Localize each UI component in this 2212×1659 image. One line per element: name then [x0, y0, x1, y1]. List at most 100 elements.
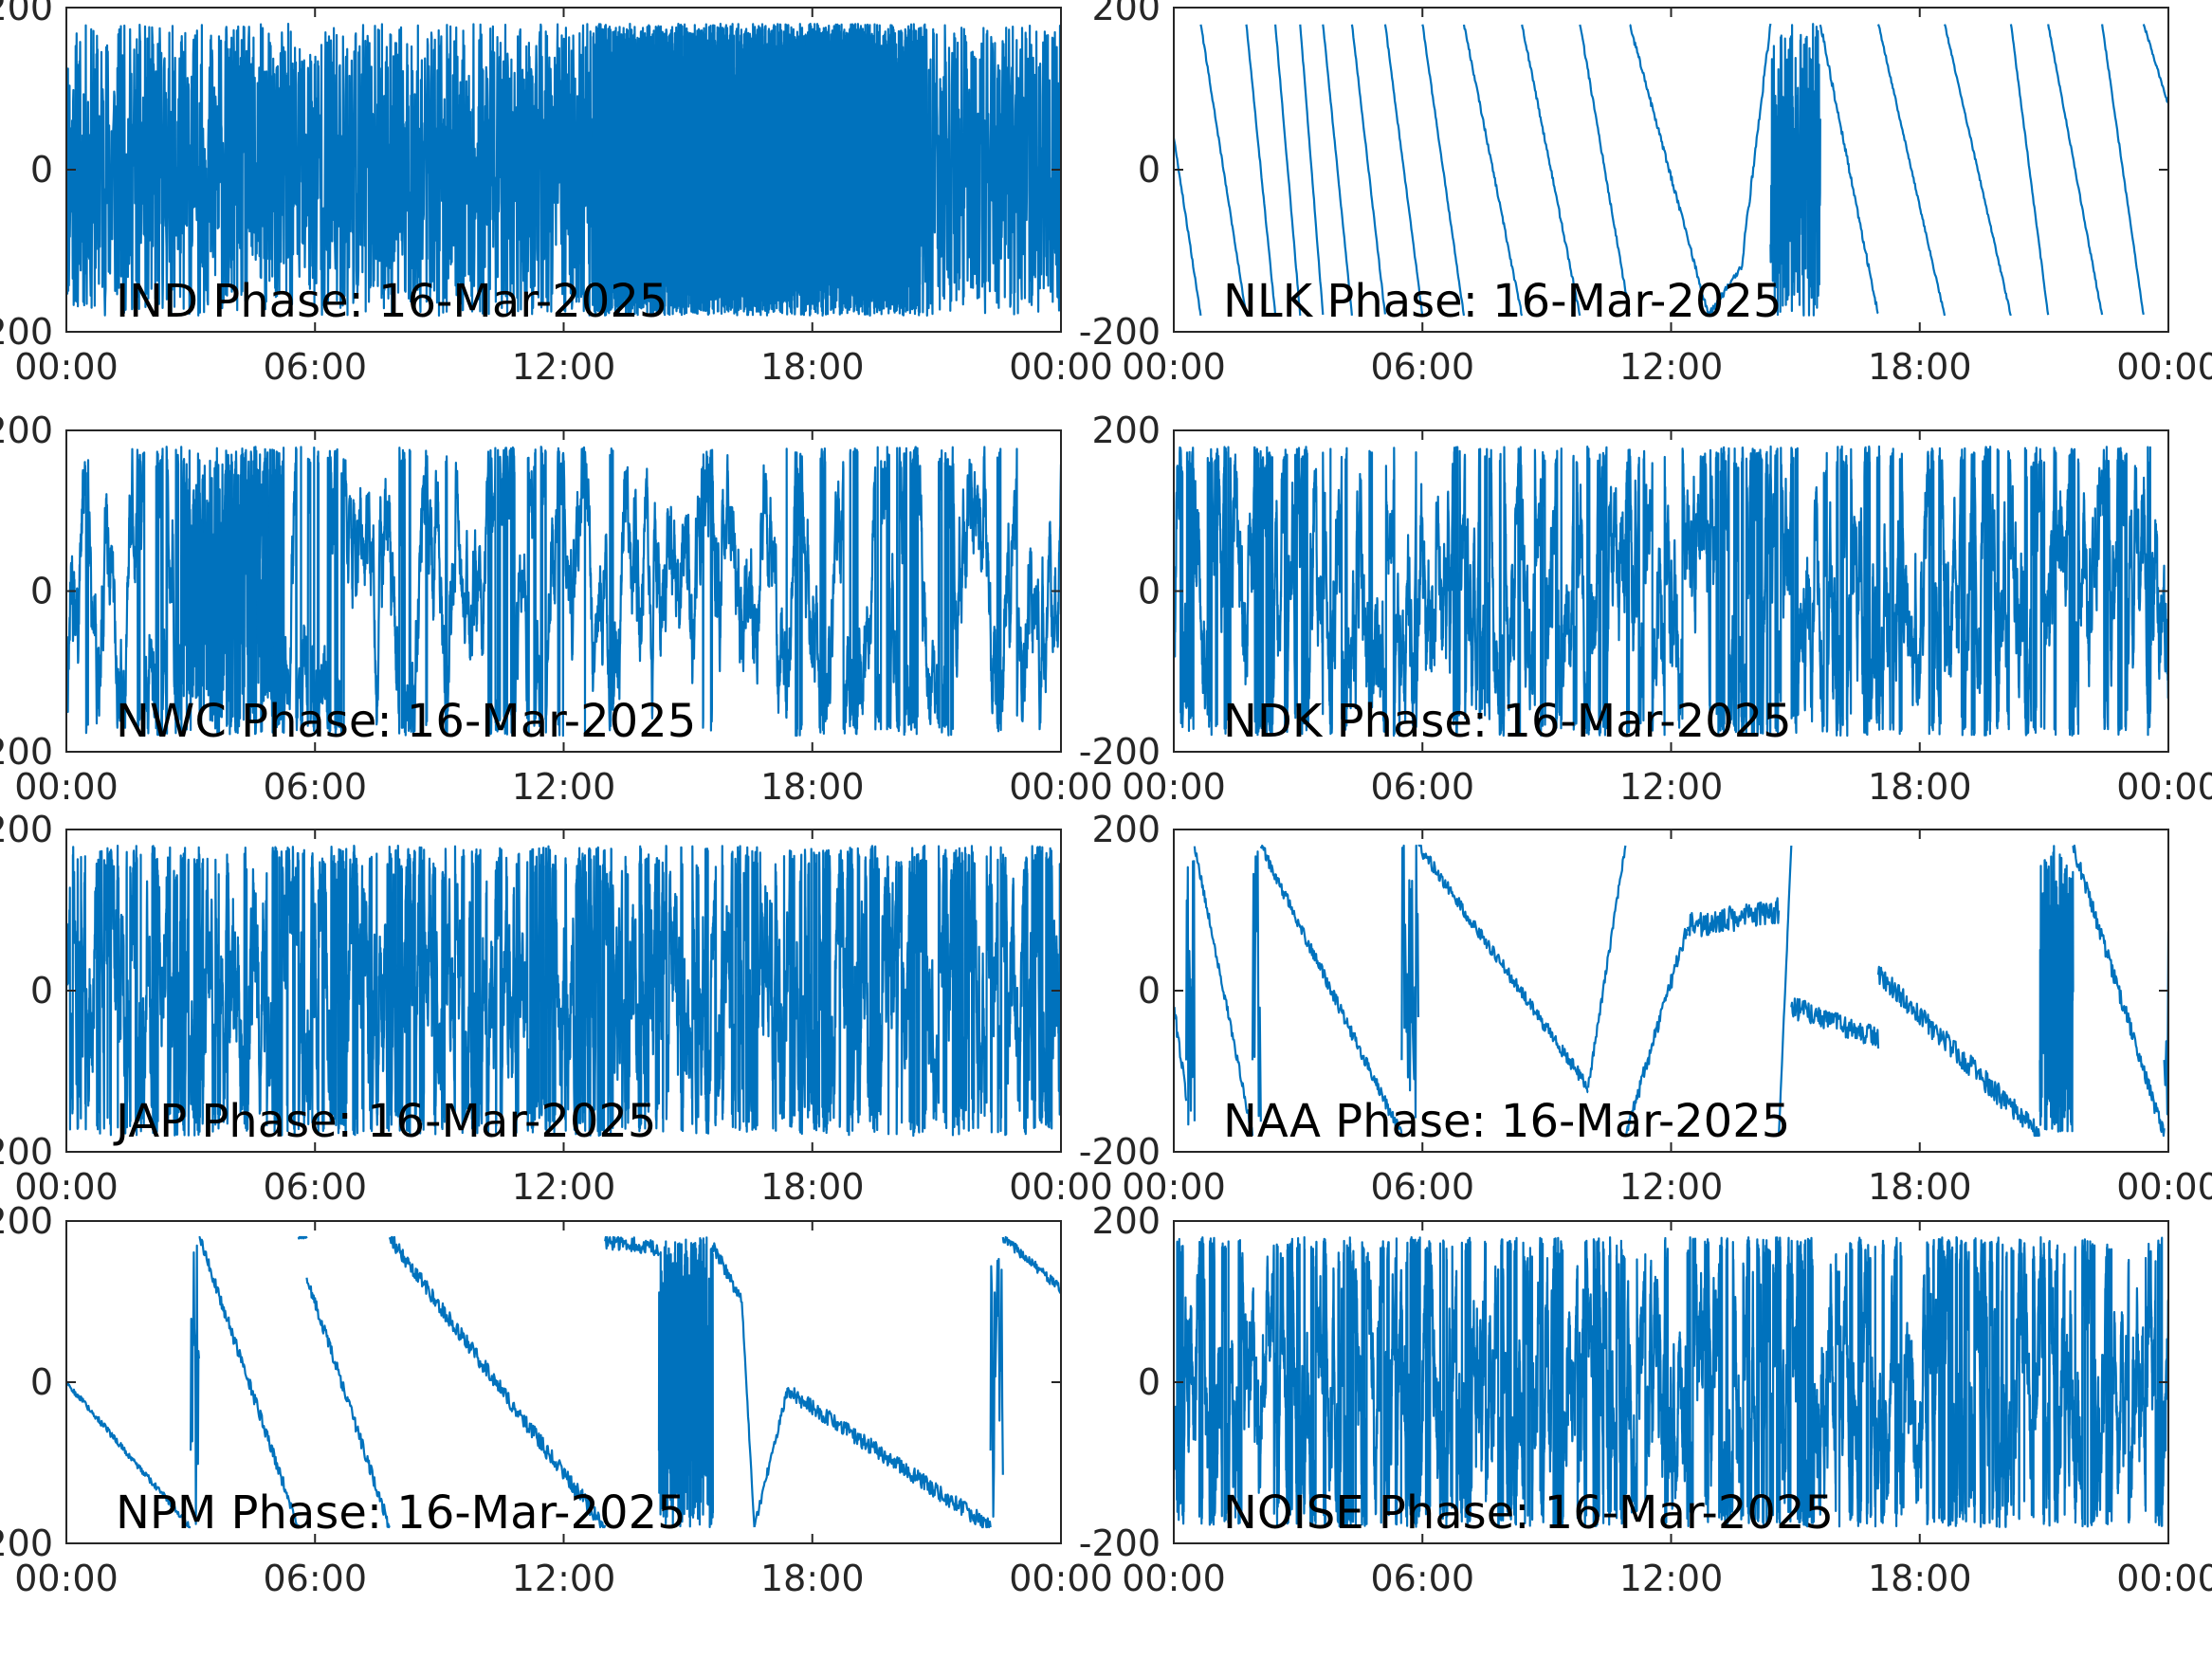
x-tick-label: 00:00: [2116, 1558, 2212, 1599]
x-tick-label: 00:00: [1122, 346, 1226, 388]
y-tick-label: -200: [1079, 311, 1161, 353]
x-tick-label: 18:00: [1868, 1166, 1972, 1208]
phase-trace-segment: [1185, 860, 1196, 1126]
trace-group: [1174, 1236, 2168, 1528]
panel-title: NLK Phase: 16-Mar-2025: [1223, 275, 1782, 328]
x-tick-label: 12:00: [1619, 346, 1724, 388]
phase-trace-segment: [786, 1387, 992, 1529]
phase-trace-segment: [1790, 997, 1880, 1049]
phase-trace-segment: [1251, 850, 1262, 1122]
x-tick-label: 00:00: [2116, 1166, 2212, 1208]
phase-trace-segment: [1193, 846, 1254, 1137]
phase-trace-segment: [1579, 24, 1631, 316]
phase-trace-segment: [711, 1242, 743, 1304]
panel-title: NAA Phase: 16-Mar-2025: [1223, 1095, 1790, 1148]
phase-trace-segment: [66, 845, 1061, 1138]
phase-trace-segment: [753, 1388, 789, 1528]
x-tick-label: 06:00: [263, 1166, 367, 1208]
phase-trace-segment: [989, 1257, 1004, 1518]
x-tick-label: 18:00: [760, 766, 865, 808]
x-tick-label: 12:00: [512, 1166, 616, 1208]
x-tick-label: 18:00: [1868, 1558, 1972, 1599]
x-tick-label: 12:00: [512, 1558, 616, 1599]
x-tick-label: 18:00: [760, 1558, 865, 1599]
x-tick-label: 18:00: [760, 1166, 865, 1208]
phase-trace-segment: [1707, 265, 1743, 317]
x-tick-label: 18:00: [1868, 766, 1972, 808]
x-tick-label: 00:00: [14, 766, 119, 808]
panel-title: NPM Phase: 16-Mar-2025: [116, 1486, 686, 1540]
y-tick-label: -200: [0, 1131, 53, 1173]
phase-trace-segment: [1299, 24, 1325, 316]
y-tick-label: -200: [0, 311, 53, 353]
phase-trace-segment: [604, 1235, 661, 1257]
trace-group: [1174, 445, 2168, 738]
phase-trace-segment: [1876, 965, 2040, 1138]
x-tick-label: 00:00: [1009, 766, 1113, 808]
phase-trace-segment: [1322, 24, 1353, 316]
phase-trace-segment: [1521, 24, 1581, 317]
phase-trace-segment: [388, 1235, 557, 1468]
y-tick-label: 0: [30, 970, 53, 1012]
trace-group: [66, 446, 1061, 738]
x-tick-label: 00:00: [1009, 1558, 1113, 1599]
trace-group: [1174, 844, 2168, 1138]
y-tick-label: 0: [30, 149, 53, 191]
x-tick-label: 18:00: [1868, 346, 1972, 388]
x-tick-label: 06:00: [1370, 346, 1474, 388]
x-tick-label: 06:00: [263, 766, 367, 808]
x-tick-label: 12:00: [512, 346, 616, 388]
phase-trace-segment: [1421, 24, 1466, 317]
y-tick-label: 200: [0, 1200, 53, 1242]
phase-trace-segment: [198, 1235, 300, 1529]
y-tick-label: 200: [0, 0, 53, 28]
y-tick-label: 200: [0, 809, 53, 850]
panel-title: NDK Phase: 16-Mar-2025: [1223, 695, 1792, 748]
phase-trace-segment: [740, 1301, 756, 1528]
y-tick-label: -200: [0, 1522, 53, 1564]
phase-trace-segment: [1819, 24, 1879, 315]
phase-trace-segment: [1876, 24, 1947, 317]
phase-trace-segment: [2038, 845, 2075, 1133]
phase-trace-segment: [1778, 845, 1793, 1137]
panel-title: NOISE Phase: 16-Mar-2025: [1223, 1486, 1834, 1540]
phase-trace-segment: [1462, 24, 1524, 317]
x-tick-label: 18:00: [760, 346, 865, 388]
x-tick-label: 06:00: [263, 1558, 367, 1599]
phase-trace-segment: [2101, 24, 2145, 316]
y-tick-label: 0: [1138, 1361, 1161, 1403]
panel-title: JAP Phase: 16-Mar-2025: [113, 1095, 656, 1148]
y-tick-label: 200: [1091, 0, 1161, 28]
phase-trace-segment: [305, 1277, 391, 1529]
trace-group: [66, 23, 1061, 317]
panel-title: IND Phase: 16-Mar-2025: [116, 275, 667, 328]
phase-trace-segment: [1587, 845, 1627, 1088]
phase-trace-segment: [1629, 24, 1709, 317]
x-tick-label: 12:00: [1619, 1558, 1724, 1599]
x-tick-label: 06:00: [1370, 1166, 1474, 1208]
x-tick-label: 00:00: [1122, 766, 1226, 808]
trace-group: [66, 1235, 1061, 1529]
phase-trace-segment: [66, 1380, 192, 1529]
phase-trace-segment: [2009, 24, 2050, 316]
phase-trace-segment: [1199, 24, 1248, 315]
trace-group: [1174, 23, 2168, 317]
phase-trace-segment: [1350, 24, 1386, 315]
phase-trace-segment: [1943, 24, 2012, 317]
x-tick-label: 06:00: [1370, 766, 1474, 808]
phase-trace-segment: [1686, 897, 1781, 938]
phase-trace-segment: [2142, 24, 2168, 104]
phase-trace-segment: [1174, 1236, 2168, 1528]
x-tick-label: 00:00: [14, 1166, 119, 1208]
phase-trace-segment: [1174, 445, 2168, 738]
x-tick-label: 00:00: [2116, 766, 2212, 808]
